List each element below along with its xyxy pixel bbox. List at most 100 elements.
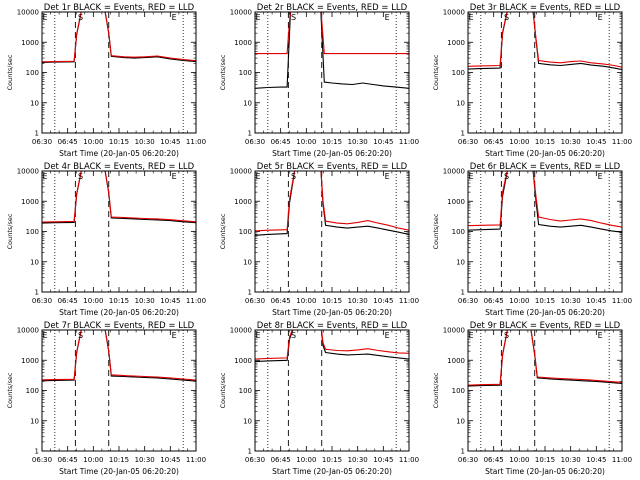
y-tick-label: 10: [30, 417, 39, 425]
x-tick-label: 10:00: [509, 297, 529, 305]
y-axis-label: Counts/sec: [6, 213, 14, 249]
x-tick-label: 10:45: [373, 138, 393, 146]
x-tick-label: 10:30: [348, 456, 368, 464]
y-tick-label: 10: [243, 258, 252, 266]
x-tick-label: 10:15: [535, 456, 555, 464]
panel-title: Det 9r BLACK = Events, RED = LLD: [470, 321, 621, 331]
x-tick-label: 06:45: [271, 297, 291, 305]
panel-title: Det 2r BLACK = Events, RED = LLD: [257, 3, 408, 13]
y-tick-label: 100: [239, 228, 252, 236]
x-tick-label: 06:30: [32, 138, 52, 146]
y-tick-label: 1000: [234, 357, 252, 365]
event-marker-label: S: [78, 13, 83, 22]
event-marker-label: E: [172, 172, 177, 181]
plot-frame: [41, 170, 197, 293]
x-axis-label: Start Time (20-Jan-05 06:20:20): [272, 149, 392, 158]
lld-series-line: [468, 171, 622, 228]
y-axis-label: Counts/sec: [219, 54, 227, 90]
x-tick-label: 10:00: [83, 297, 103, 305]
event-marker-label: E: [43, 172, 48, 181]
x-tick-label: 10:00: [509, 138, 529, 146]
x-tick-label: 06:30: [245, 297, 265, 305]
y-axis-label: Counts/sec: [432, 372, 440, 408]
x-tick-label: 10:15: [535, 297, 555, 305]
y-tick-label: 10: [30, 99, 39, 107]
lld-series-line: [468, 330, 622, 386]
y-tick-label: 10000: [443, 9, 465, 17]
x-tick-label: 10:15: [322, 138, 342, 146]
y-tick-label: 1000: [21, 357, 39, 365]
x-tick-label: 10:30: [135, 138, 155, 146]
panel-title: Det 7r BLACK = Events, RED = LLD: [44, 321, 195, 331]
x-tick-label: 10:00: [296, 456, 316, 464]
y-axis-label: Counts/sec: [432, 213, 440, 249]
event-marker-label: S: [504, 13, 509, 22]
plot-frame: [41, 329, 197, 452]
event-marker-label: E: [385, 331, 390, 340]
x-tick-label: 11:00: [186, 138, 206, 146]
panel-title: Det 4r BLACK = Events, RED = LLD: [44, 162, 195, 172]
x-tick-label: 10:45: [373, 456, 393, 464]
x-tick-label: 06:45: [271, 138, 291, 146]
x-tick-label: 06:30: [245, 456, 265, 464]
y-tick-label: 100: [26, 387, 39, 395]
x-tick-label: 10:45: [586, 138, 606, 146]
detector-panel: Det 4r BLACK = Events, RED = LLD Counts/s…: [6, 162, 206, 317]
y-tick-label: 1: [35, 130, 39, 138]
panel-title: Det 6r BLACK = Events, RED = LLD: [470, 162, 621, 172]
x-tick-label: 10:00: [83, 138, 103, 146]
x-tick-label: 10:45: [586, 297, 606, 305]
y-tick-label: 1: [248, 289, 252, 297]
x-tick-label: 10:15: [535, 138, 555, 146]
x-tick-label: 10:45: [586, 456, 606, 464]
y-axis-label: Counts/sec: [6, 372, 14, 408]
event-marker-label: E: [598, 331, 603, 340]
x-tick-label: 06:30: [458, 456, 478, 464]
event-marker-label: S: [78, 172, 83, 181]
x-tick-label: 10:30: [348, 297, 368, 305]
y-tick-label: 1000: [234, 39, 252, 47]
event-marker-label: E: [469, 13, 474, 22]
lld-series-line: [42, 171, 196, 223]
lld-series-line: [468, 12, 622, 68]
x-tick-label: 06:30: [32, 456, 52, 464]
y-tick-label: 100: [239, 69, 252, 77]
plot-frame: [467, 11, 623, 134]
event-marker-label: E: [385, 172, 390, 181]
plot-frame: [254, 170, 410, 293]
y-tick-label: 10000: [17, 168, 39, 176]
x-tick-label: 10:45: [160, 456, 180, 464]
x-tick-label: 11:00: [612, 456, 632, 464]
lld-series-line: [255, 330, 409, 360]
y-tick-label: 10: [243, 99, 252, 107]
y-tick-label: 10000: [17, 9, 39, 17]
x-tick-label: 10:30: [561, 456, 581, 464]
x-tick-label: 06:30: [32, 297, 52, 305]
x-tick-label: 10:45: [160, 138, 180, 146]
x-tick-label: 10:30: [135, 456, 155, 464]
plot-frame: [467, 170, 623, 293]
x-tick-label: 06:45: [484, 456, 504, 464]
x-axis-label: Start Time (20-Jan-05 06:20:20): [485, 308, 605, 317]
event-marker-label: S: [504, 172, 509, 181]
y-tick-label: 100: [452, 228, 465, 236]
detector-panel: Det 7r BLACK = Events, RED = LLD Counts/s…: [6, 321, 206, 476]
detector-panel: Det 5r BLACK = Events, RED = LLD Counts/s…: [219, 162, 419, 317]
event-marker-label: E: [256, 13, 261, 22]
x-tick-label: 11:00: [399, 297, 419, 305]
y-tick-label: 1: [35, 448, 39, 456]
y-axis-label: Counts/sec: [219, 213, 227, 249]
x-tick-label: 10:00: [296, 297, 316, 305]
detector-panel: Det 8r BLACK = Events, RED = LLD Counts/s…: [219, 321, 419, 476]
y-tick-label: 100: [239, 387, 252, 395]
x-tick-label: 10:15: [109, 138, 129, 146]
x-tick-label: 10:00: [296, 138, 316, 146]
x-tick-label: 06:45: [58, 456, 78, 464]
y-tick-label: 10000: [230, 9, 252, 17]
events-series-line: [255, 12, 409, 89]
panel-title: Det 5r BLACK = Events, RED = LLD: [257, 162, 408, 172]
plot-frame: [254, 329, 410, 452]
x-tick-label: 11:00: [612, 138, 632, 146]
plot-frame: [41, 11, 197, 134]
y-tick-label: 10: [456, 99, 465, 107]
